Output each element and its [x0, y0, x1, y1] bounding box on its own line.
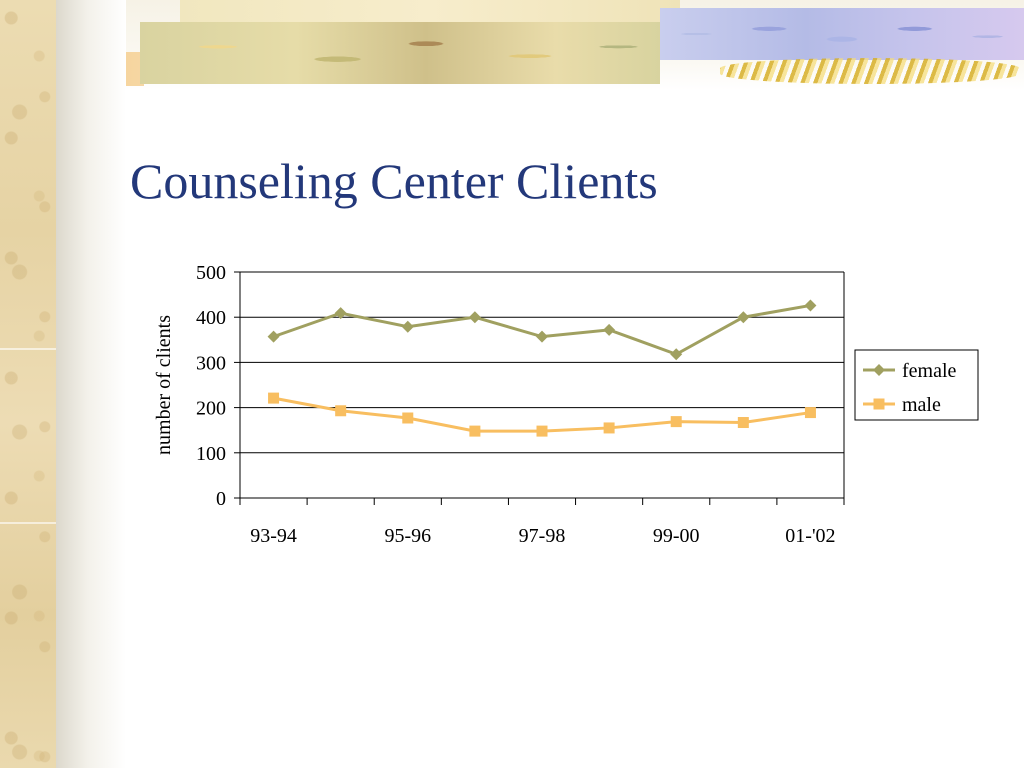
legend-label: male — [902, 394, 941, 416]
chart-axes — [239, 272, 845, 499]
legend-label: female — [902, 360, 957, 382]
series-male — [268, 392, 816, 437]
parchment-seam — [0, 522, 56, 524]
legend-item-female: female — [863, 360, 957, 382]
y-tick-label: 400 — [196, 307, 226, 329]
female-line — [273, 303, 811, 356]
wheat-banner — [720, 58, 1020, 84]
female-point — [737, 311, 750, 324]
male-point — [268, 392, 280, 404]
male-point — [536, 425, 548, 437]
y-axis-label: number of clients — [153, 315, 175, 455]
female-point — [468, 311, 481, 324]
y-tick-label: 200 — [196, 398, 226, 420]
chart-legend: female male — [854, 349, 979, 421]
female-point — [334, 307, 347, 320]
series-female — [267, 299, 817, 361]
male-point — [603, 422, 615, 434]
y-tick-label: 300 — [196, 352, 226, 374]
chart-series — [267, 299, 817, 437]
female-point — [536, 330, 548, 343]
male-point — [402, 412, 414, 424]
legend-item-male: male — [863, 394, 941, 416]
blue-stones-banner — [660, 8, 1024, 60]
y-tick-label: 0 — [216, 488, 226, 510]
parchment-seam — [0, 348, 56, 350]
female-point — [603, 323, 616, 336]
male-point — [737, 417, 749, 429]
female-point — [267, 330, 280, 343]
female-point — [804, 299, 817, 312]
slide-title: Counseling Center Clients — [130, 153, 658, 209]
x-tick-label: 99-00 — [653, 525, 700, 547]
male-point — [670, 416, 682, 428]
male-point — [335, 405, 347, 417]
y-tick-label: 500 — [196, 262, 226, 284]
x-tick-label: 95-96 — [384, 525, 431, 547]
male-point — [469, 425, 481, 437]
x-tick-label: 01-'02 — [785, 525, 835, 547]
male-point — [804, 407, 816, 419]
female-point — [670, 348, 683, 361]
female-point — [401, 320, 414, 333]
parchment-shadow — [56, 0, 126, 768]
x-tick-label: 97-98 — [519, 525, 566, 547]
male-point — [873, 398, 885, 410]
female-point — [873, 364, 885, 376]
autumn-leaves-banner — [140, 22, 660, 84]
x-tick-label: 93-94 — [250, 525, 297, 547]
autumn-leaves-banner-top — [180, 0, 680, 22]
y-tick-label: 100 — [196, 443, 226, 465]
y-axis-ticks: 0 100 200 300 400 500 — [196, 262, 240, 510]
x-axis-ticks: 93-94 95-96 97-98 99-00 01-'02 — [239, 498, 845, 547]
parchment-strip — [0, 0, 56, 768]
